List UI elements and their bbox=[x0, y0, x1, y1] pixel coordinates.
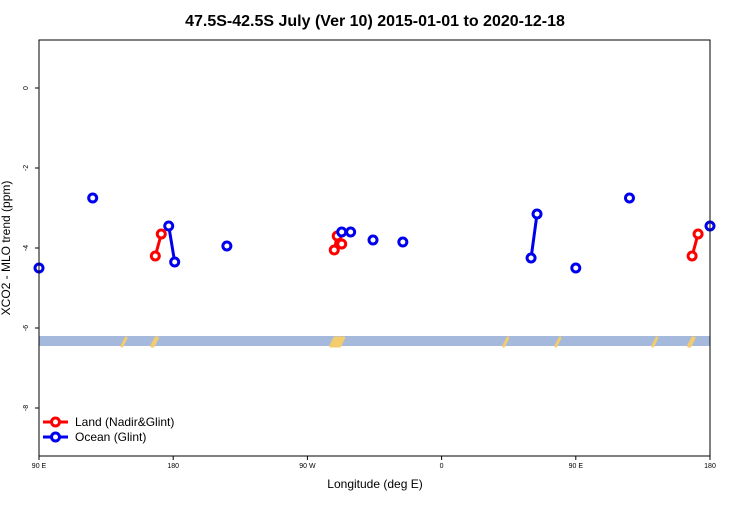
land-mark-10 bbox=[502, 336, 510, 348]
series-1-point-8-0 bbox=[570, 262, 582, 274]
x-tick-label-4: 90 E bbox=[569, 463, 584, 470]
x-tick-label-1: 180 bbox=[167, 463, 179, 470]
series-1-point-7-1 bbox=[531, 208, 543, 220]
plot-frame bbox=[38, 39, 711, 457]
y-axis-label: XCO2 - MLO trend (ppm) bbox=[0, 181, 13, 316]
legend-ocean-label: Ocean (Glint) bbox=[75, 430, 146, 444]
series-1-point-1-0 bbox=[87, 192, 99, 204]
land-mark-0 bbox=[120, 336, 128, 348]
series-1-point-2-1 bbox=[169, 256, 181, 268]
y-tick-label-2: -4 bbox=[23, 245, 30, 251]
plot-area bbox=[33, 192, 716, 348]
legend-background bbox=[40, 414, 180, 448]
series-1-point-9-0 bbox=[623, 192, 635, 204]
x-tick-label-3: 0 bbox=[440, 463, 444, 470]
land-mark-14 bbox=[688, 336, 696, 348]
y-tick-label-0: 0 bbox=[23, 86, 30, 90]
x-axis-label: Longitude (deg E) bbox=[327, 477, 422, 491]
y-tick-label-1: -2 bbox=[23, 165, 30, 171]
x-tick-label-2: 90 W bbox=[299, 463, 316, 470]
land-mark-11 bbox=[554, 336, 562, 348]
series-1-point-6-0 bbox=[397, 236, 409, 248]
series-1-line-2 bbox=[167, 225, 177, 263]
series-1-point-4-0 bbox=[336, 226, 348, 238]
x-tick-label-0: 90 E bbox=[32, 463, 47, 470]
legend-ocean-marker bbox=[50, 431, 61, 443]
series-1-point-2-0 bbox=[163, 220, 175, 232]
land-band bbox=[39, 336, 710, 346]
series-0-point-2-1 bbox=[692, 228, 704, 240]
legend: Land (Nadir&Glint) Ocean (Glint) bbox=[40, 414, 180, 448]
series-1-point-3-0 bbox=[221, 240, 233, 252]
legend-land-label: Land (Nadir&Glint) bbox=[75, 415, 174, 429]
land-mark-12 bbox=[651, 336, 659, 348]
y-tick-label-4: -8 bbox=[23, 405, 30, 411]
series-1-line-7 bbox=[529, 213, 539, 259]
series-1-point-4-1 bbox=[345, 226, 357, 238]
chart-title: 47.5S-42.5S July (Ver 10) 2015-01-01 to … bbox=[185, 13, 565, 30]
series-0-point-0-1 bbox=[155, 228, 167, 240]
land-mark-2 bbox=[151, 336, 159, 348]
series-0-point-1-0 bbox=[328, 244, 340, 256]
y-tick-label-3: -6 bbox=[23, 325, 30, 331]
x-tick-label-5: 180 bbox=[704, 463, 716, 470]
land-mark-9 bbox=[338, 336, 346, 348]
axes: 90 E 180 90 W 0 90 E 180 0 -2 -4 -6 -8 bbox=[23, 86, 716, 470]
series-1-point-7-0 bbox=[525, 252, 537, 264]
series-0-point-2-0 bbox=[686, 250, 698, 262]
series-1-point-5-0 bbox=[367, 234, 379, 246]
legend-land-marker bbox=[50, 416, 61, 428]
series-0-point-1-2 bbox=[336, 238, 348, 250]
series-0-point-0-0 bbox=[149, 250, 161, 262]
